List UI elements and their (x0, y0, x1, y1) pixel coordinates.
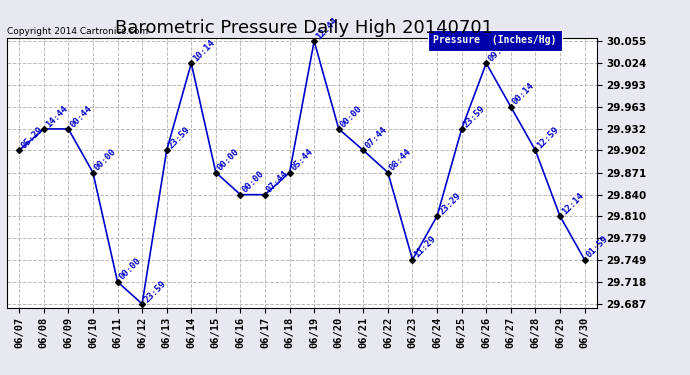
Text: 23:29: 23:29 (437, 191, 462, 216)
Text: 23:59: 23:59 (142, 279, 168, 304)
Text: 01:59: 01:59 (584, 234, 610, 260)
Text: 08:44: 08:44 (388, 147, 413, 172)
Text: 09:29: 09:29 (486, 38, 511, 63)
Text: 05:29: 05:29 (19, 125, 45, 150)
Text: 00:00: 00:00 (93, 147, 118, 172)
Text: Barometric Pressure Daily High 20140701: Barometric Pressure Daily High 20140701 (115, 19, 493, 37)
Text: 23:59: 23:59 (462, 104, 487, 129)
Text: Copyright 2014 Cartronics.com: Copyright 2014 Cartronics.com (7, 27, 148, 36)
Text: 07:44: 07:44 (265, 169, 290, 195)
Text: 00:44: 00:44 (68, 104, 94, 129)
Text: 00:00: 00:00 (339, 104, 364, 129)
Text: 00:00: 00:00 (117, 256, 143, 282)
Text: 14:44: 14:44 (43, 104, 69, 129)
Text: 12:59: 12:59 (535, 125, 561, 150)
Text: 00:00: 00:00 (240, 169, 266, 195)
Text: 10:14: 10:14 (191, 38, 217, 63)
Text: 07:44: 07:44 (364, 125, 388, 150)
Text: 12:14: 12:14 (560, 191, 585, 216)
Text: 12:44: 12:44 (314, 16, 339, 41)
Text: 23:59: 23:59 (167, 125, 192, 150)
Text: 11:29: 11:29 (413, 234, 438, 260)
Text: 05:44: 05:44 (290, 147, 315, 172)
Text: 00:00: 00:00 (216, 147, 241, 172)
Text: Pressure  (Inches/Hg): Pressure (Inches/Hg) (433, 35, 557, 45)
Text: 00:14: 00:14 (511, 81, 536, 107)
